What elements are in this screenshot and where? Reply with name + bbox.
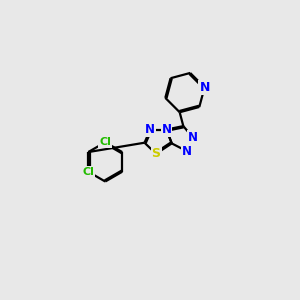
Text: N: N (145, 123, 155, 136)
Text: N: N (188, 131, 198, 144)
Text: S: S (152, 147, 160, 160)
Text: N: N (161, 123, 172, 136)
Text: Cl: Cl (82, 167, 94, 177)
Text: N: N (200, 81, 210, 94)
Text: Cl: Cl (99, 137, 111, 147)
Text: N: N (182, 145, 192, 158)
